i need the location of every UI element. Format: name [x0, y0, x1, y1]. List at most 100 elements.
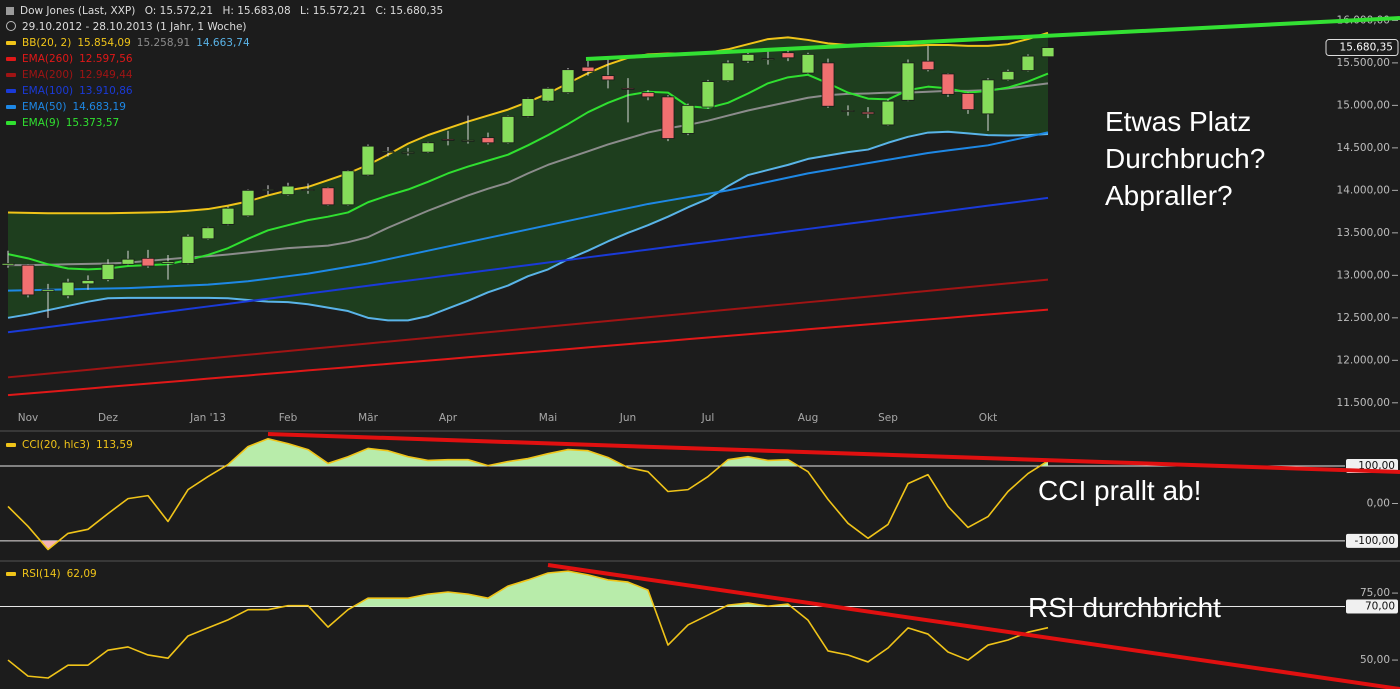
x-tick-label: Apr: [439, 412, 458, 424]
threshold-fill: [8, 438, 1048, 467]
trend-line: [585, 16, 1400, 61]
legend-value: 12.597,56: [79, 53, 133, 65]
legend-entry: BB(20, 2) 15.854,09 15.258,91 14.663,74: [6, 35, 443, 51]
indicator-line: [7, 196, 1049, 334]
candle-body: [1021, 55, 1035, 71]
x-tick-label: Jan '13: [189, 412, 226, 424]
legend-label: BB(20, 2): [22, 37, 72, 49]
candle-body: [441, 138, 455, 141]
indicator-line: [8, 82, 1049, 267]
annotation: RSI durchbricht: [1028, 592, 1221, 623]
annotation: Abpraller?: [1105, 180, 1233, 211]
candle-body: [941, 73, 955, 95]
y-tick-label: 50,00: [1360, 654, 1390, 666]
trend-line: [267, 432, 1400, 474]
candle-body: [201, 227, 215, 240]
y-tick-label: 70,00: [1365, 600, 1395, 612]
x-tick-label: Jul: [701, 412, 715, 424]
y-tick-label: 14.000,00: [1337, 184, 1390, 196]
indicator-line: [7, 130, 1049, 322]
y-tick-label: -100,00: [1354, 535, 1395, 547]
indicator-line: [7, 570, 1049, 679]
quote: L: 15.572,21: [300, 5, 367, 17]
legend-value: 14.683,19: [72, 101, 126, 113]
quote: H: 15.683,08: [222, 5, 291, 17]
legend-label: EMA(9): [22, 117, 60, 129]
candle-body: [1, 263, 15, 266]
candle-body: [261, 189, 275, 191]
legend-label: EMA(200): [22, 69, 74, 81]
candle-body: [561, 69, 575, 94]
header-row: 29.10.2012 - 28.10.2013 (1 Jahr, 1 Woche…: [6, 19, 443, 35]
legend-entry: EMA(260) 12.597,56: [6, 51, 443, 67]
candle-body: [461, 139, 475, 142]
candle-body: [921, 60, 935, 71]
quote: C: 15.680,35: [375, 5, 444, 17]
candle-body: [901, 62, 915, 101]
candle-body: [401, 151, 415, 154]
price-tag-label: 15.680,35: [1340, 42, 1393, 54]
legend-label: EMA(260): [22, 53, 74, 65]
x-tick-label: Feb: [279, 412, 298, 424]
legend-entry: RSI(14) 62,09: [6, 566, 97, 582]
y-tick-label: 12.000,00: [1337, 354, 1390, 366]
legend-value: 62,09: [66, 568, 97, 580]
candle-body: [281, 185, 295, 196]
candle-body: [881, 100, 895, 126]
legend-entry: EMA(9) 15.373,57: [6, 115, 443, 131]
legend-entry: EMA(50) 14.683,19: [6, 99, 443, 115]
legend-value: 14.663,74: [196, 37, 250, 49]
y-tick-label: 14.500,00: [1337, 142, 1390, 154]
legend-entry: EMA(100) 13.910,86: [6, 83, 443, 99]
candle-body: [101, 263, 115, 280]
candle-body: [821, 62, 835, 107]
legend-value: 15.854,09: [77, 37, 131, 49]
legend-swatch: [6, 57, 16, 61]
legend-label: EMA(100): [22, 85, 74, 97]
candle-body: [321, 187, 335, 206]
legend-swatch: [6, 89, 16, 93]
indicator-line: [7, 131, 1049, 292]
legend-swatch: [6, 443, 16, 447]
candle-body: [581, 66, 595, 72]
legend-swatch: [6, 105, 16, 109]
x-tick-label: Aug: [798, 412, 819, 424]
y-tick-label: 11.500,00: [1337, 397, 1390, 409]
annotation: Durchbruch?: [1105, 143, 1265, 174]
indicator-line: [7, 308, 1049, 397]
y-tick-label: 0,00: [1367, 497, 1390, 509]
candle-body: [361, 145, 375, 176]
x-tick-label: Okt: [979, 412, 997, 424]
legend-entry: EMA(200) 12.949,44: [6, 67, 443, 83]
price-tag: [1325, 39, 1399, 57]
candle-body: [221, 207, 235, 225]
y-tick-label: 13.500,00: [1337, 227, 1390, 239]
candle-body: [521, 98, 535, 117]
legend-swatch: [6, 73, 16, 77]
candle-body: [481, 137, 495, 144]
candle-body: [641, 92, 655, 98]
legend-value: 13.910,86: [79, 85, 133, 97]
x-tick-label: Nov: [18, 412, 39, 424]
legend-value: 113,59: [96, 439, 133, 451]
annotation: CCI prallt ab!: [1038, 475, 1201, 506]
legend-swatch: [6, 41, 16, 45]
instrument-title: Dow Jones (Last, XXP): [20, 5, 136, 17]
candle-body: [241, 189, 255, 217]
candle-body: [661, 96, 675, 139]
candle-body: [781, 52, 795, 59]
indicator-line: [7, 278, 1049, 379]
clock-icon: [6, 21, 16, 31]
candle-body: [41, 289, 55, 292]
candle-body: [501, 116, 515, 144]
y-tick-label: 15.000,00: [1337, 99, 1390, 111]
candle-body: [981, 79, 995, 115]
candle-body: [541, 87, 555, 102]
y-tick-label: 12.500,00: [1337, 312, 1390, 324]
candle-body: [1041, 47, 1055, 58]
legend-swatch: [6, 121, 16, 125]
indicator-line: [7, 72, 1049, 271]
legend-value: 15.258,91: [136, 37, 191, 49]
